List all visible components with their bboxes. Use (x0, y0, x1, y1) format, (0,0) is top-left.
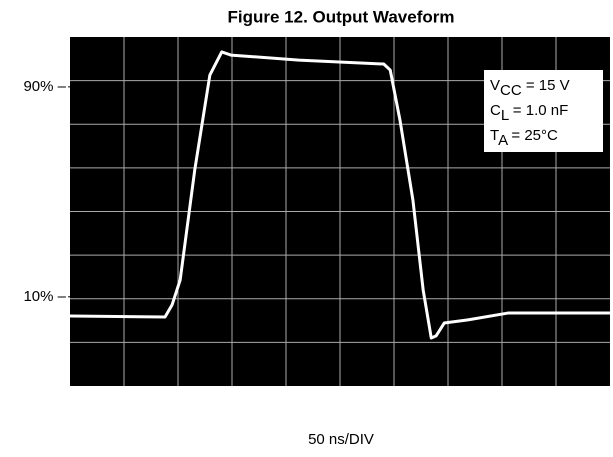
annotation: VCC = 15 V (490, 77, 570, 99)
x-axis-label: 50 ns/DIV (308, 431, 374, 448)
waveform (69, 50, 610, 340)
annotation-base: V (490, 77, 500, 94)
annotation-rest: = 25°C (507, 127, 558, 144)
annotation-sub: A (498, 132, 508, 149)
annotation-rest: = 1.0 nF (509, 102, 569, 119)
annotation-sub: L (501, 107, 509, 124)
y-tick-label: 10% – (23, 288, 66, 305)
annotation-box (484, 70, 603, 152)
annotation-base: T (490, 127, 499, 144)
y-tick-label: 90% – (23, 78, 66, 95)
annotation-base: C (490, 102, 501, 119)
annotation: CL = 1.0 nF (490, 102, 568, 124)
annotation: TA = 25°C (490, 127, 558, 149)
annotation-rest: = 15 V (522, 77, 570, 94)
annotation-sub: CC (500, 82, 522, 99)
chart-title: Figure 12. Output Waveform (227, 7, 454, 26)
